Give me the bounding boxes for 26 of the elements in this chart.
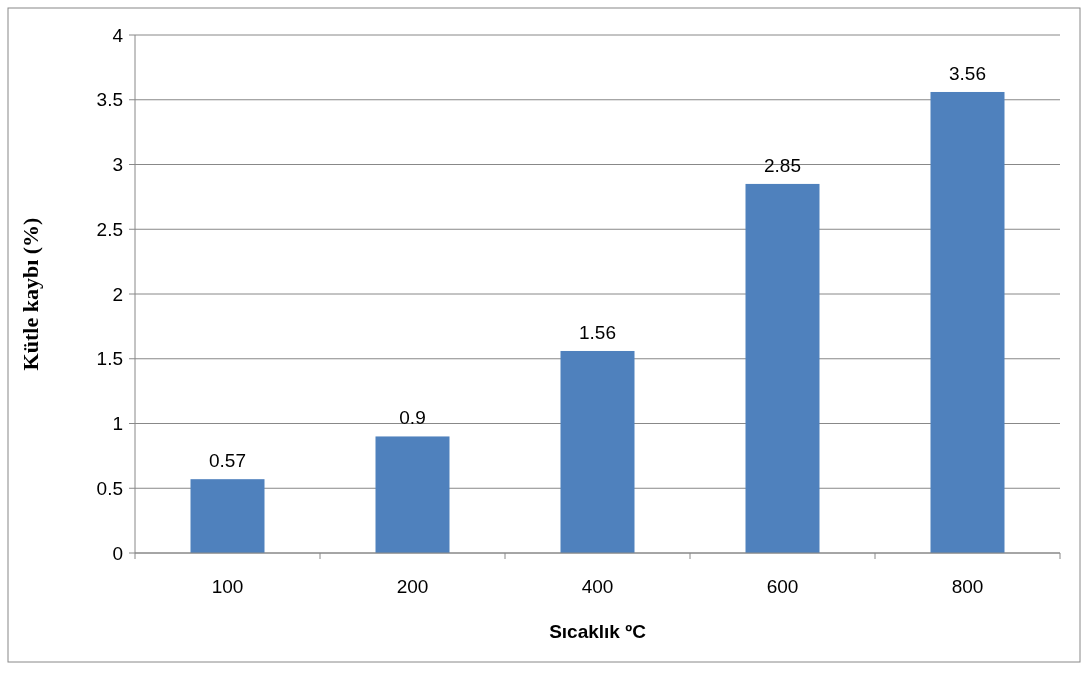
y-tick-label: 0.5: [96, 477, 123, 499]
y-tick-label: 0: [112, 542, 123, 564]
y-tick-label: 1.5: [96, 348, 123, 370]
bar: [190, 479, 265, 553]
y-tick-label: 1: [112, 413, 123, 435]
y-axis-title: Kütle kaybı (%): [18, 217, 43, 371]
x-tick-label: 400: [581, 576, 614, 597]
y-tick-label: 2.5: [96, 218, 123, 240]
bar: [745, 183, 820, 553]
y-tick-label: 3: [112, 154, 123, 176]
data-label: 0.57: [209, 450, 246, 472]
y-tick-label: 2: [112, 283, 123, 305]
bar: [930, 91, 1005, 553]
y-tick-label: 3.5: [96, 89, 123, 111]
x-tick-label: 800: [951, 576, 984, 597]
bar: [375, 436, 450, 553]
data-label: 2.85: [764, 154, 801, 176]
x-tick-label: 100: [211, 576, 244, 597]
bar: [560, 350, 635, 553]
x-axis-title: Sıcaklık ºC: [549, 621, 647, 642]
data-label: 1.56: [579, 321, 616, 343]
x-tick-label: 200: [396, 576, 429, 597]
y-tick-label: 4: [112, 24, 124, 46]
x-tick-label: 600: [766, 576, 799, 597]
data-label: 0.9: [399, 407, 426, 429]
data-label: 3.56: [949, 62, 986, 84]
